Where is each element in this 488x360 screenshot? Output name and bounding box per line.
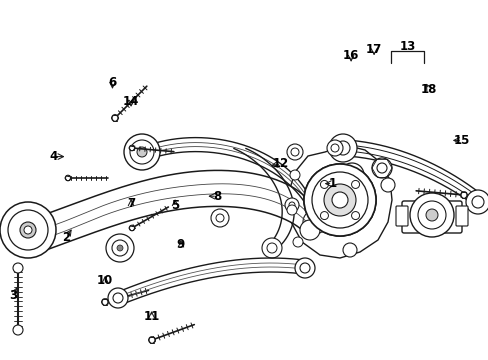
Circle shape	[216, 214, 224, 222]
Circle shape	[129, 145, 135, 151]
Circle shape	[460, 192, 467, 198]
Circle shape	[0, 202, 56, 258]
Circle shape	[303, 210, 326, 234]
Text: 16: 16	[342, 49, 359, 62]
Circle shape	[371, 158, 391, 178]
Circle shape	[294, 258, 314, 278]
Circle shape	[289, 170, 299, 180]
Circle shape	[326, 140, 342, 156]
Circle shape	[339, 163, 363, 187]
Circle shape	[65, 175, 71, 181]
Polygon shape	[120, 258, 302, 305]
Text: 13: 13	[398, 40, 415, 53]
Circle shape	[130, 140, 154, 164]
Circle shape	[102, 299, 108, 305]
Text: 8: 8	[213, 190, 221, 203]
Circle shape	[148, 337, 155, 343]
Text: 12: 12	[272, 157, 289, 170]
Circle shape	[285, 198, 298, 212]
Circle shape	[324, 184, 355, 216]
Circle shape	[331, 192, 347, 208]
Text: 18: 18	[420, 83, 437, 96]
Circle shape	[351, 180, 359, 188]
Circle shape	[106, 234, 134, 262]
FancyBboxPatch shape	[395, 206, 407, 226]
Circle shape	[129, 225, 135, 231]
Circle shape	[24, 226, 32, 234]
Text: 15: 15	[453, 134, 469, 147]
Circle shape	[13, 263, 23, 273]
Circle shape	[331, 192, 347, 208]
Circle shape	[288, 202, 294, 208]
Circle shape	[308, 216, 320, 228]
Circle shape	[465, 190, 488, 214]
Circle shape	[13, 325, 23, 335]
Circle shape	[380, 178, 394, 192]
Circle shape	[376, 163, 386, 173]
Circle shape	[290, 148, 298, 156]
Circle shape	[346, 169, 357, 181]
Circle shape	[328, 134, 356, 162]
Circle shape	[425, 209, 437, 221]
Circle shape	[299, 220, 319, 240]
Circle shape	[20, 222, 36, 238]
Circle shape	[292, 237, 303, 247]
Circle shape	[311, 172, 367, 228]
Circle shape	[286, 144, 303, 160]
Text: 6: 6	[108, 76, 116, 89]
Text: 14: 14	[122, 95, 139, 108]
Circle shape	[117, 245, 123, 251]
Circle shape	[342, 243, 356, 257]
Circle shape	[266, 243, 276, 253]
Text: 2: 2	[62, 231, 70, 244]
FancyBboxPatch shape	[401, 201, 461, 233]
Circle shape	[304, 164, 375, 236]
Text: 4: 4	[50, 150, 58, 163]
Circle shape	[471, 196, 483, 208]
Text: 11: 11	[143, 310, 160, 323]
Circle shape	[210, 209, 228, 227]
Circle shape	[113, 293, 123, 303]
Text: 5: 5	[171, 199, 179, 212]
Circle shape	[299, 263, 309, 273]
Circle shape	[262, 238, 282, 258]
Circle shape	[124, 134, 160, 170]
Circle shape	[137, 147, 147, 157]
Text: 1: 1	[328, 177, 336, 190]
Circle shape	[111, 115, 118, 121]
Text: 17: 17	[365, 43, 382, 56]
Polygon shape	[35, 170, 310, 254]
Circle shape	[335, 141, 349, 155]
Polygon shape	[287, 145, 391, 258]
Circle shape	[112, 240, 128, 256]
Text: 10: 10	[97, 274, 113, 287]
Circle shape	[417, 201, 445, 229]
Circle shape	[320, 212, 328, 220]
Circle shape	[351, 212, 359, 220]
Circle shape	[409, 193, 453, 237]
Circle shape	[286, 205, 296, 215]
FancyBboxPatch shape	[455, 206, 467, 226]
Text: 9: 9	[177, 238, 184, 251]
Circle shape	[8, 210, 48, 250]
Circle shape	[108, 288, 128, 308]
Circle shape	[311, 172, 367, 228]
Circle shape	[324, 184, 355, 216]
Circle shape	[304, 164, 375, 236]
Circle shape	[330, 144, 338, 152]
Circle shape	[320, 180, 328, 188]
Text: 7: 7	[127, 197, 135, 210]
Text: 3: 3	[10, 289, 18, 302]
